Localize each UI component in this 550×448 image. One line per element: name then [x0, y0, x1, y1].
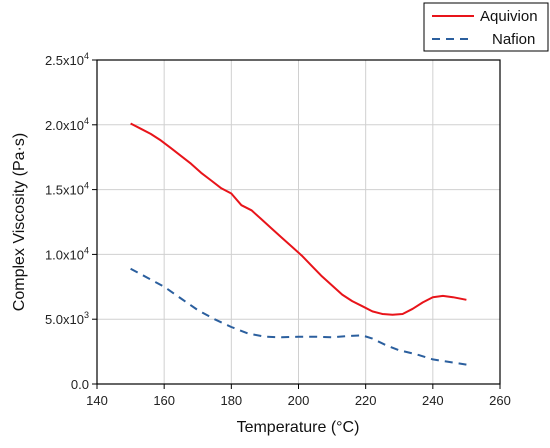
y-tick-label: 1.5x104 — [45, 181, 89, 198]
y-tick-label: 5.0x103 — [45, 310, 89, 327]
x-tick-label: 260 — [489, 393, 511, 408]
x-tick-label: 180 — [220, 393, 242, 408]
y-tick-label: 2.5x104 — [45, 51, 89, 68]
legend-label-nafion: Nafion — [492, 31, 535, 48]
x-tick-label: 200 — [288, 393, 310, 408]
axis-ticks — [92, 59, 501, 389]
grid-lines — [97, 60, 500, 384]
legend: Aquivion Nafion — [423, 2, 549, 52]
y-tick-labels: 0.0 5.0x103 1.0x104 1.5x104 2.0x104 2.5x104 — [45, 51, 89, 392]
y-axis-title: Complex Viscosity (Pa·s) — [11, 133, 28, 311]
x-tick-label: 160 — [153, 393, 175, 408]
y-tick-label: 0.0 — [71, 377, 89, 392]
x-axis-title: Temperature (°C) — [237, 419, 360, 436]
series-lines — [130, 122, 467, 366]
legend-box — [423, 2, 549, 52]
x-tick-label: 220 — [355, 393, 377, 408]
legend-label-aquivion: Aquivion — [480, 8, 538, 25]
y-tick-label: 1.0x104 — [45, 245, 89, 262]
x-tick-label: 240 — [422, 393, 444, 408]
x-tick-labels: 140 160 180 200 220 240 260 — [86, 393, 511, 408]
y-tick-label: 2.0x104 — [45, 116, 89, 133]
series-line-nafion — [130, 267, 467, 366]
series-line-aquivion — [130, 122, 467, 316]
x-tick-label: 140 — [86, 393, 108, 408]
